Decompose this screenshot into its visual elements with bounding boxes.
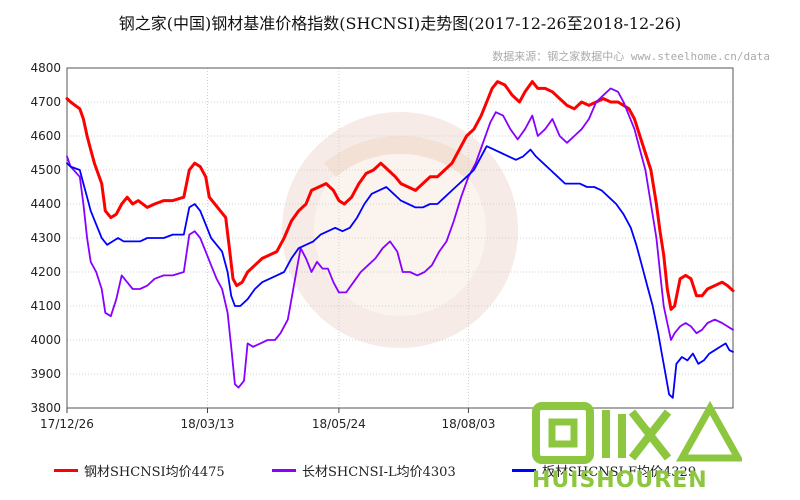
x-tick-label: 18/05/24 xyxy=(312,417,366,431)
y-tick-label: 4600 xyxy=(30,129,61,143)
watermark-emblem xyxy=(282,112,518,348)
legend: 钢材SHCNSI均价4475 长材SHCNSI-L均价4303 板材SHCNSI… xyxy=(0,461,800,485)
legend-item-long: 长材SHCNSI-L均价4303 xyxy=(272,461,456,480)
legend-label-steel: 钢材SHCNSI均价4475 xyxy=(84,465,225,480)
legend-swatch-flat xyxy=(512,469,536,472)
x-tick-label: 17/12/26 xyxy=(40,417,94,431)
legend-label-long: 长材SHCNSI-L均价4303 xyxy=(302,465,456,480)
brand-watermark-logo: HUISHOUREN xyxy=(532,400,744,493)
series-line-2 xyxy=(66,87,734,389)
series-line-1 xyxy=(65,80,735,311)
y-tick-label: 4500 xyxy=(30,163,61,177)
y-tick-label: 4100 xyxy=(30,299,61,313)
legend-label-flat: 板材SHCNSI-F均价4329 xyxy=(542,465,697,480)
data-source-note: 数据来源：钢之家数据中心 www.steelhome.cn/data xyxy=(492,50,770,63)
x-tick-label: 18/03/13 xyxy=(181,417,235,431)
y-tick-label: 3800 xyxy=(30,401,61,415)
x-tick-label: 18/08/03 xyxy=(441,417,495,431)
series-line-3 xyxy=(66,145,734,399)
line-chart: 3800 3900 4000 4100 4200 4300 4400 4500 4600 4700… xyxy=(30,61,735,431)
legend-item-steel: 钢材SHCNSI均价4475 xyxy=(54,461,225,480)
y-tick-label: 4400 xyxy=(30,197,61,211)
y-tick-label: 4000 xyxy=(30,333,61,347)
chart-title: 钢之家(中国)钢材基准价格指数(SHCNSI)走势图(2017-12-26至20… xyxy=(118,14,682,33)
y-tick-label: 3900 xyxy=(30,367,61,381)
recycle-logo-icon xyxy=(532,400,744,464)
legend-item-flat: 板材SHCNSI-F均价4329 xyxy=(512,461,696,480)
y-tick-label: 4700 xyxy=(30,95,61,109)
plot-frame xyxy=(66,67,734,409)
y-tick-label: 4200 xyxy=(30,265,61,279)
y-tick-label: 4800 xyxy=(30,61,61,75)
y-tick-label: 4300 xyxy=(30,231,61,245)
brand-watermark-text: HUISHOUREN xyxy=(532,468,708,493)
legend-swatch-steel xyxy=(54,469,78,472)
legend-swatch-long xyxy=(272,469,296,472)
